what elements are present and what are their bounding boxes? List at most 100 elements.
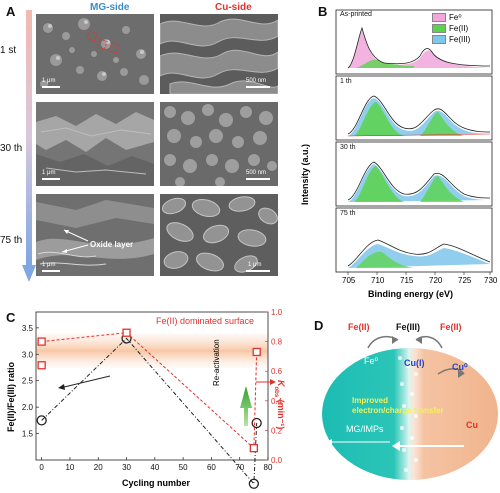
xps-xtick: 705	[342, 276, 356, 285]
label-cu0: Cu⁰	[452, 362, 468, 372]
spectrum-label-75th: 75 th	[340, 210, 356, 217]
legend-item-fe0: Fe⁰	[432, 12, 470, 23]
panel-d-letter: D	[314, 318, 324, 333]
legend-label-fe0: Fe⁰	[449, 13, 462, 22]
y-tick-label-left: 2.5	[22, 377, 34, 386]
fe2-dominated-label: Fe(II) dominated surface	[156, 316, 255, 326]
interface-band	[394, 346, 424, 482]
xps-75th	[347, 239, 491, 268]
legend-item-fe2: Fe(II)	[432, 23, 470, 34]
label-cu: Cu	[466, 420, 478, 430]
scale-bar	[246, 270, 270, 272]
ratio-point	[36, 415, 47, 426]
spectrum-label-30th: 30 th	[340, 144, 356, 151]
xps-xtick: 725	[458, 276, 472, 285]
panel-c-letter: C	[6, 310, 16, 325]
label-fe2-left: Fe(II)	[348, 322, 370, 332]
x-tick-label: 40	[150, 463, 159, 472]
row-label-75th: 75 th	[0, 235, 23, 246]
xps-30th	[347, 161, 491, 202]
spectrum-label-as-printed: As-printed	[340, 11, 372, 18]
xps-xtick: 710	[371, 276, 385, 285]
ratio-point	[251, 417, 262, 429]
ylabel-right: Kobs (min⁻¹)	[273, 380, 286, 429]
sem-cu-75th: 1 μm	[160, 194, 278, 276]
mg-side-header: MG-side	[90, 2, 130, 13]
xps-1th	[347, 95, 491, 137]
scale-bar	[246, 86, 270, 88]
xps-xtick: 720	[429, 276, 443, 285]
scale-bar	[246, 178, 270, 180]
reactivation-label: Re-activation	[212, 339, 221, 386]
x-tick-label: 20	[94, 463, 103, 472]
scale-label-mg-1st: 1 μm	[42, 78, 56, 84]
row-label-30th: 30 th	[0, 143, 23, 154]
label-fe2-right: Fe(II)	[440, 322, 462, 332]
xlabel: Cycling number	[122, 478, 191, 488]
y-tick-label-right: 0.8	[271, 338, 283, 347]
scale-label-cu-30th: 500 nm	[246, 170, 267, 176]
scale-bar	[42, 178, 60, 180]
scale-label-cu-1st: 500 nm	[246, 78, 267, 84]
mechanism-diagram	[322, 335, 498, 482]
x-tick-label: 80	[264, 463, 273, 472]
scale-bar	[42, 270, 60, 272]
label-fe0: Fe⁰	[364, 356, 379, 366]
panel-b-letter: B	[318, 4, 328, 19]
legend-label-fe2: Fe(II)	[449, 24, 469, 33]
ratio-point	[248, 478, 260, 489]
oxide-arrows	[61, 229, 89, 253]
oxide-layer-label: Oxide layer	[90, 240, 134, 249]
x-tick-label: 60	[207, 463, 216, 472]
scale-label-cu-75th: 1 μm	[248, 262, 262, 268]
legend-swatch	[432, 13, 446, 22]
xps-xlabel: Binding energy (eV)	[368, 289, 454, 299]
y-tick-label-left: 3.5	[22, 324, 34, 333]
ylabel-left: Fe(II)/Fe(III) ratio	[6, 361, 16, 432]
y-tick-label-left: 2.0	[22, 403, 34, 412]
x-tick-label: 50	[179, 463, 188, 472]
scale-label-mg-75th: 1 μm	[42, 262, 56, 268]
cu-side-header: Cu-side	[215, 2, 252, 13]
row-label-1st: 1 st	[0, 45, 17, 56]
xps-as-printed	[347, 26, 491, 69]
cycling-chart: 0 10 20 30 40 50 60 70 801.52.02.53.03.50.00.20.…	[22, 308, 283, 489]
xps-xtick: 715	[400, 276, 414, 285]
x-tick-label: 0	[39, 463, 44, 472]
chart-layer: 0 10 20 30 40 50 60 70 801.52.02.53.03.50.00.20.…	[22, 308, 283, 489]
y-tick-label-right: 0.4	[271, 397, 283, 406]
reactivation-arrow	[240, 386, 252, 426]
x-tick-label: 30	[122, 463, 131, 472]
legend-swatch	[432, 35, 446, 44]
sem-cu-1st: 500 nm	[160, 14, 278, 94]
legend-item-fe3: Fe(III)	[432, 34, 470, 45]
y-tick-label-right: 1.0	[271, 308, 283, 317]
label-cu1: Cu(I)	[404, 358, 425, 368]
cycling-gradient-arrow	[22, 10, 36, 282]
sem-mg-30th: 1 μm	[36, 102, 154, 186]
kobs-point	[37, 337, 46, 346]
plot-frame	[35, 311, 269, 461]
xps-spectra	[335, 9, 493, 275]
panel-a-letter: A	[6, 4, 16, 19]
kobs-point	[37, 361, 46, 370]
label-improved-transfer: Improved electron/charge transfer	[352, 396, 444, 416]
legend-label-fe3: Fe(III)	[449, 35, 471, 44]
xps-ylabel: Intensity (a.u.)	[300, 143, 310, 205]
sem-mg-75th: 1 μm	[36, 194, 154, 276]
y-tick-label-left: 3.0	[22, 350, 34, 359]
xps-xtick: 730	[484, 276, 498, 285]
label-fe3: Fe(III)	[396, 322, 420, 332]
kobs-point	[249, 444, 259, 453]
sem-mg-1st: 1 μm	[36, 14, 154, 94]
y-tick-label-right: 0.0	[271, 456, 283, 465]
legend-swatch	[432, 24, 446, 33]
y-tick-label-right: 0.6	[271, 367, 283, 376]
sem-cu-30th: 500 nm	[160, 102, 278, 186]
xps-legend: Fe⁰ Fe(II) Fe(III)	[432, 12, 470, 45]
scale-label-mg-30th: 1 μm	[42, 170, 56, 176]
y-tick-label-left: 1.5	[22, 430, 34, 439]
xps-xticks: 705 710 715 720 725 730	[338, 276, 500, 286]
kobs-point	[122, 328, 131, 337]
